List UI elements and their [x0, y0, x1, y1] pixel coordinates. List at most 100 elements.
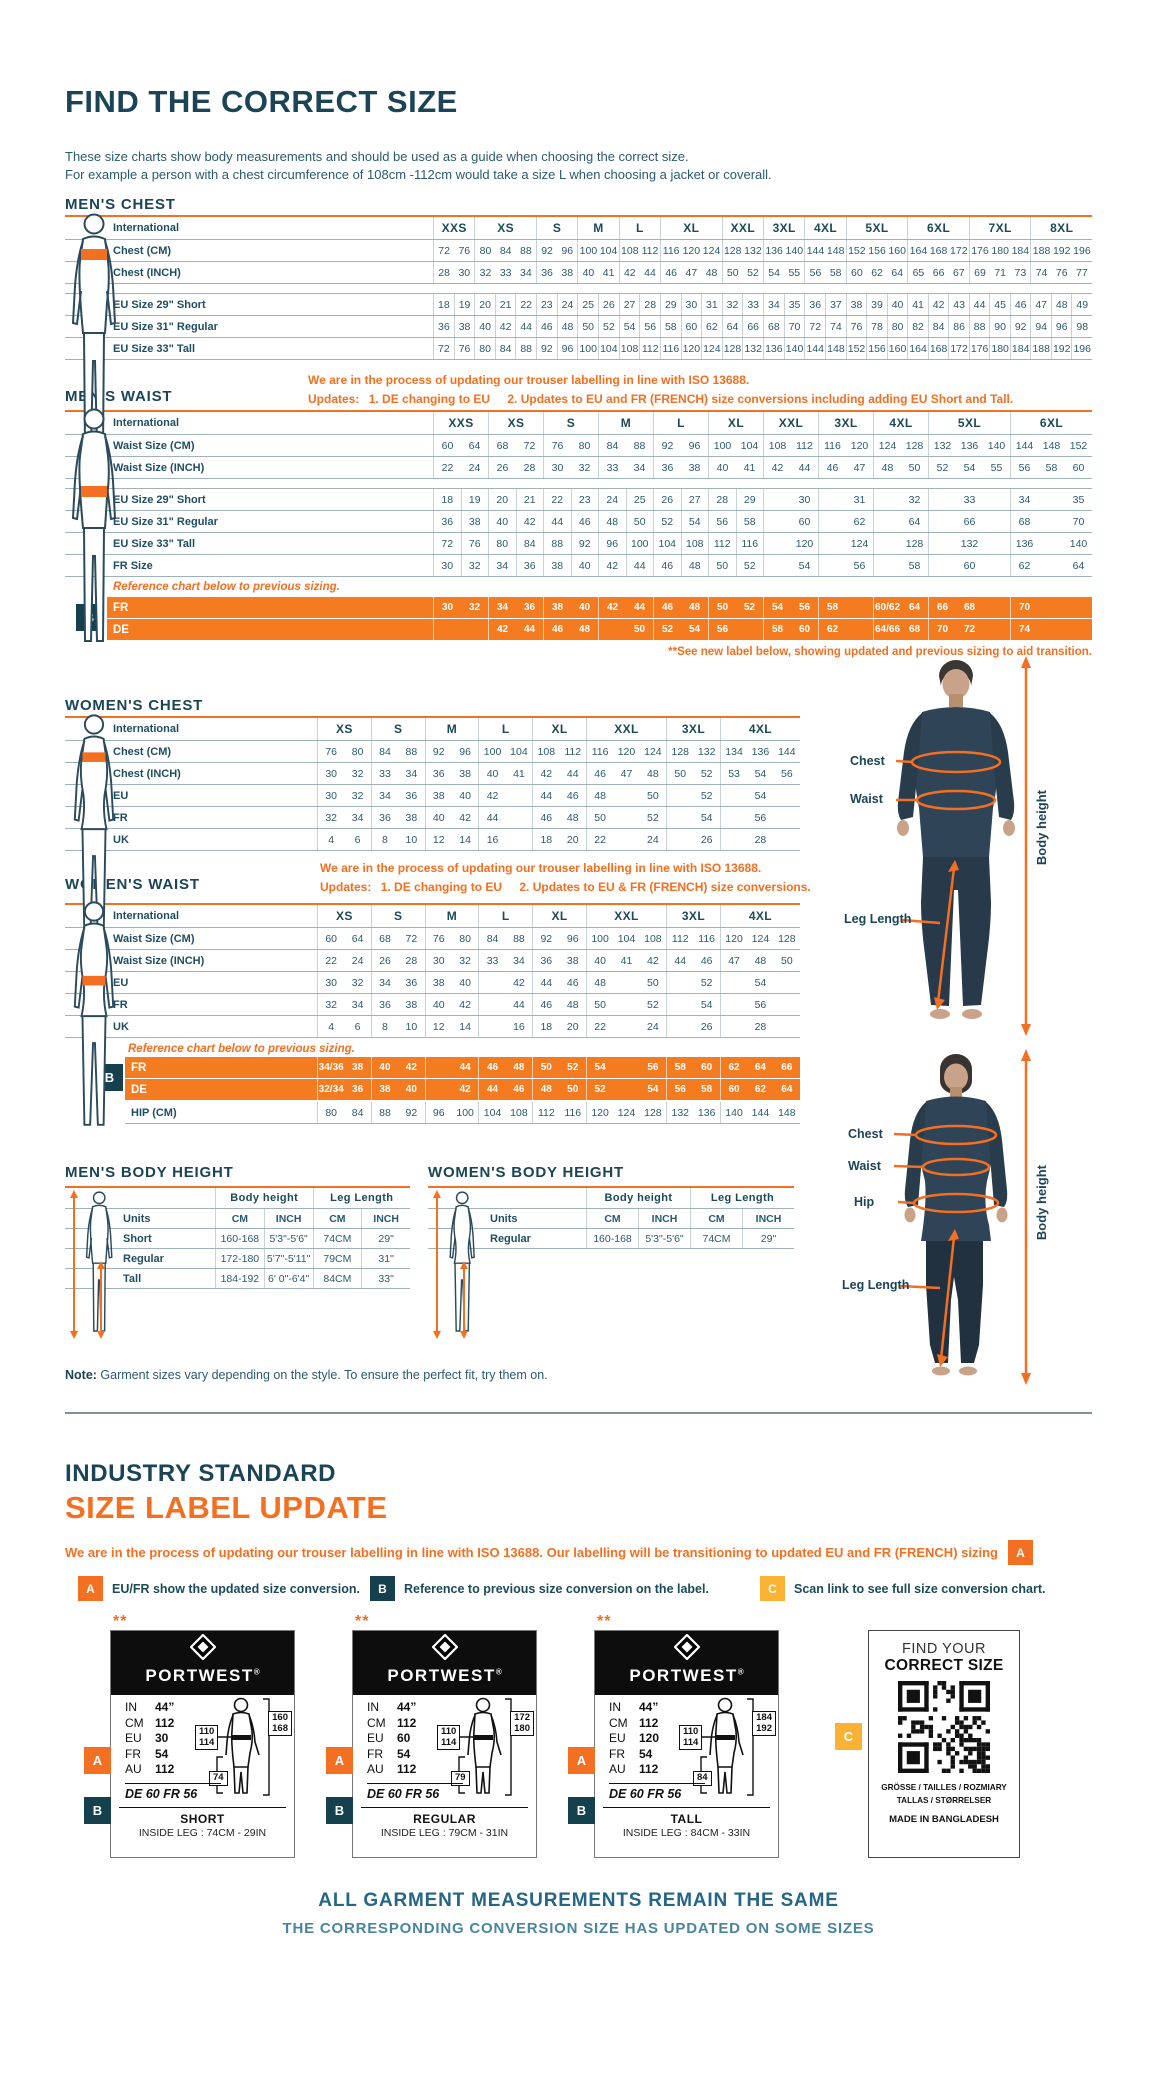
- size-spec-row: IN 44”: [367, 1700, 417, 1714]
- size-group: 36 38: [653, 457, 708, 478]
- size-group: 140 144 148: [719, 1102, 800, 1123]
- size-cell: 42: [405, 1062, 417, 1073]
- size-group: 22 23: [543, 489, 598, 510]
- size-cell: 68: [379, 932, 391, 945]
- size-group: 68 70: [763, 316, 804, 337]
- size-cell: 47: [620, 767, 633, 780]
- size-cell: 108: [510, 1106, 528, 1119]
- size-cell: 64: [908, 515, 921, 528]
- size-group: 62 64: [1010, 555, 1092, 576]
- size-cell: 72: [963, 624, 976, 635]
- size-cell: 62: [853, 515, 866, 528]
- size-group: 92 96: [653, 435, 708, 456]
- size-group: 52 54: [653, 619, 708, 640]
- column-header: L: [478, 718, 532, 740]
- size-cell: 31": [378, 1252, 394, 1265]
- row-groups: CM INCH CM INCH: [215, 1209, 410, 1228]
- womens-waist-update-line1: We are in the process of updating our tr…: [320, 861, 762, 875]
- size-cell: 26: [700, 833, 713, 846]
- size-group: 94 96 98: [1030, 316, 1092, 337]
- size-cell: 108: [621, 244, 639, 257]
- row-label: Waist Size (CM): [113, 439, 195, 452]
- size-cell: 20: [496, 493, 509, 506]
- badge-a: A: [84, 1747, 111, 1774]
- size-group: 104 108: [653, 533, 708, 554]
- size-cell: [736, 619, 763, 640]
- body-height-figure-icon: [433, 1190, 475, 1339]
- size-group: 48 50: [585, 972, 666, 993]
- size-cell: 44: [674, 954, 687, 967]
- size-cell: 192: [1052, 244, 1071, 257]
- size-cell: 20: [479, 298, 491, 311]
- size-cell: 36: [541, 266, 553, 279]
- size-cell: 44: [523, 624, 536, 635]
- badge-c: C: [760, 1576, 785, 1601]
- fit-name: TALL: [670, 1812, 703, 1826]
- size-cell: [929, 533, 956, 554]
- size-group: 38 39 40: [845, 294, 908, 315]
- size-group: 32: [873, 489, 928, 510]
- label-body: IN 44” CM 112 EU 60 FR 54 AU 112: [353, 1695, 536, 1807]
- size-cell: 34: [351, 811, 364, 824]
- size-cell: 38: [432, 976, 445, 989]
- size-cell: 160: [888, 244, 906, 257]
- size-cell: 72: [441, 537, 454, 550]
- row-groups: 42 44 46 48 50 52 54 56 58 60 62 64/66 68 70 72 74: [433, 619, 1092, 640]
- size-word-translations: GRÖSSE / TAILLES / ROZMIARY TALLAS / STØ…: [869, 1782, 1019, 1807]
- size-cell: INCH: [755, 1212, 782, 1225]
- size-cell: 112: [641, 244, 659, 257]
- size-cell: 36: [515, 555, 544, 576]
- row-groups: 22 24 26 28 30 32 33 34 36 38 40 41 42 44 46 47 48 50: [317, 950, 800, 971]
- badge-b: B: [370, 1576, 395, 1601]
- size-cell: 60/62: [874, 602, 901, 613]
- mens-waist-table: International XXS XS S M L XL XXL 3XL 4XL 5XL 6XL Wa…: [65, 408, 1092, 642]
- size-cell: 23: [540, 298, 553, 311]
- table-row: Short 160-168 5'3"-5'6" 74CM 29": [65, 1229, 410, 1249]
- size-cell: 5'3"-5'6": [269, 1232, 308, 1245]
- size-group: 40 42 44: [474, 316, 536, 337]
- size-cell: 60: [798, 515, 811, 528]
- size-group: 22 24: [317, 950, 371, 971]
- size-group: 58 60: [666, 1057, 720, 1078]
- size-group: 28: [719, 829, 800, 850]
- size-cell: 80: [578, 439, 591, 452]
- size-cell: 10: [405, 1020, 418, 1033]
- size-group: 62 64 66: [719, 1057, 800, 1078]
- size-group: 36 37: [804, 294, 845, 315]
- size-cell: 72: [438, 342, 450, 355]
- size-cell: 104: [483, 1106, 502, 1119]
- size-cell: 64/66: [874, 624, 901, 635]
- table-row: Units CM INCH CM INCH: [65, 1209, 410, 1229]
- industry-paragraph: We are in the process of updating our tr…: [65, 1540, 1092, 1565]
- size-cell: 132: [960, 537, 979, 550]
- size-cell: 30: [432, 954, 445, 967]
- table-header-row: International XS S M L XL XXL 3XL 4XL: [65, 718, 800, 741]
- qr-size-chart-card: C FIND YOUR CORRECT SIZE GRÖSSE / TAILLE…: [835, 1630, 1020, 1858]
- size-cell: [1038, 619, 1065, 640]
- size-cell: 128: [905, 439, 924, 452]
- size-group: 88 92: [543, 533, 598, 554]
- size-group: 116 120 124: [660, 338, 722, 359]
- size-cell: 180: [991, 244, 1009, 257]
- size-cell: 36: [661, 461, 674, 474]
- table-row: FR 32 34 36 38 40 42 44 46 48 50 52 54 56: [65, 994, 800, 1016]
- size-group: 80 84: [317, 1102, 371, 1123]
- size-group: 40 41: [577, 262, 618, 283]
- row-groups: 160-168 5'3"-5'6" 74CM 29": [215, 1229, 410, 1248]
- size-cell: 136: [960, 439, 979, 452]
- size-group: 152 156 160: [845, 240, 908, 261]
- size-cell: 124: [751, 932, 770, 945]
- size-group: 36 38: [535, 262, 577, 283]
- size-cell: 12: [432, 1020, 445, 1033]
- size-cell: 132: [744, 244, 762, 257]
- intro-line-2: For example a person with a chest circum…: [65, 167, 772, 182]
- size-cell: 76: [1055, 266, 1068, 279]
- size-cell: 134: [725, 745, 743, 758]
- column-header: XL: [708, 412, 763, 434]
- size-cell: 54: [754, 789, 767, 802]
- size-cell: 100: [579, 244, 598, 257]
- row-groups: 184-192 6' 0"-6'4" 84CM 33": [215, 1269, 410, 1288]
- size-cell: 34: [351, 998, 364, 1011]
- size-group: 80 84: [488, 533, 543, 554]
